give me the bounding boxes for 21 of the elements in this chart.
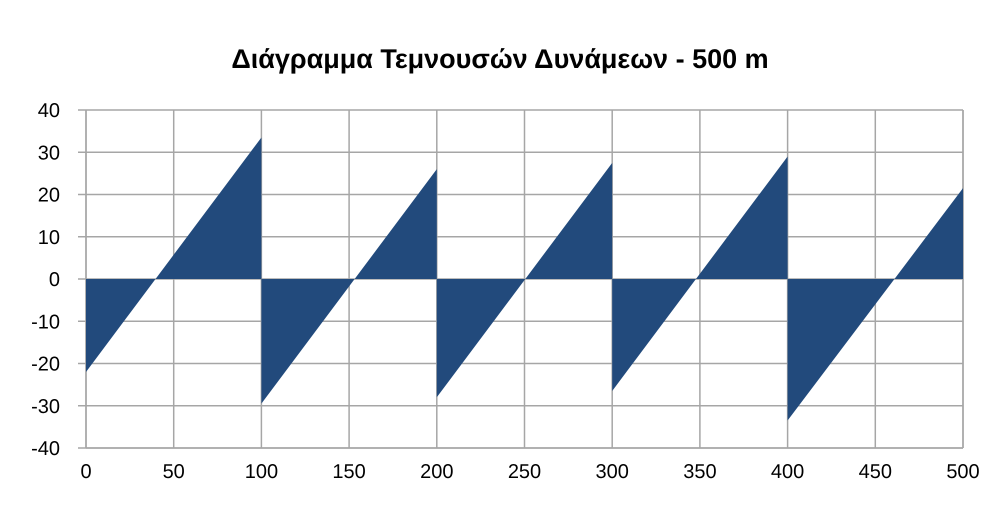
y-tick-label: 30 (38, 142, 60, 164)
y-tick-label: 20 (38, 184, 60, 206)
x-tick-label: 350 (683, 461, 717, 483)
x-tick-label: 250 (508, 461, 542, 483)
y-tick-label: 10 (38, 226, 60, 249)
x-tick-label: 200 (420, 461, 454, 483)
x-tick-label: 400 (770, 461, 804, 483)
y-tick-label: -10 (31, 311, 60, 334)
x-tick-label: 0 (80, 461, 92, 483)
x-tick-label: 500 (946, 461, 980, 483)
x-tick-label: 450 (858, 461, 892, 483)
y-tick-label: -30 (31, 396, 60, 418)
y-tick-label: -20 (31, 354, 60, 376)
x-tick-label: 150 (332, 461, 366, 483)
y-tick-label: -40 (31, 438, 60, 460)
y-tick-label: 0 (48, 269, 60, 291)
y-tick-label: 40 (38, 100, 60, 122)
chart-title: Διάγραμμα Τεμνουσών Δυνάμεων - 500 m (231, 44, 769, 74)
x-tick-label: 100 (244, 461, 278, 483)
x-tick-label: 50 (162, 461, 185, 483)
x-tick-label: 300 (596, 461, 629, 483)
